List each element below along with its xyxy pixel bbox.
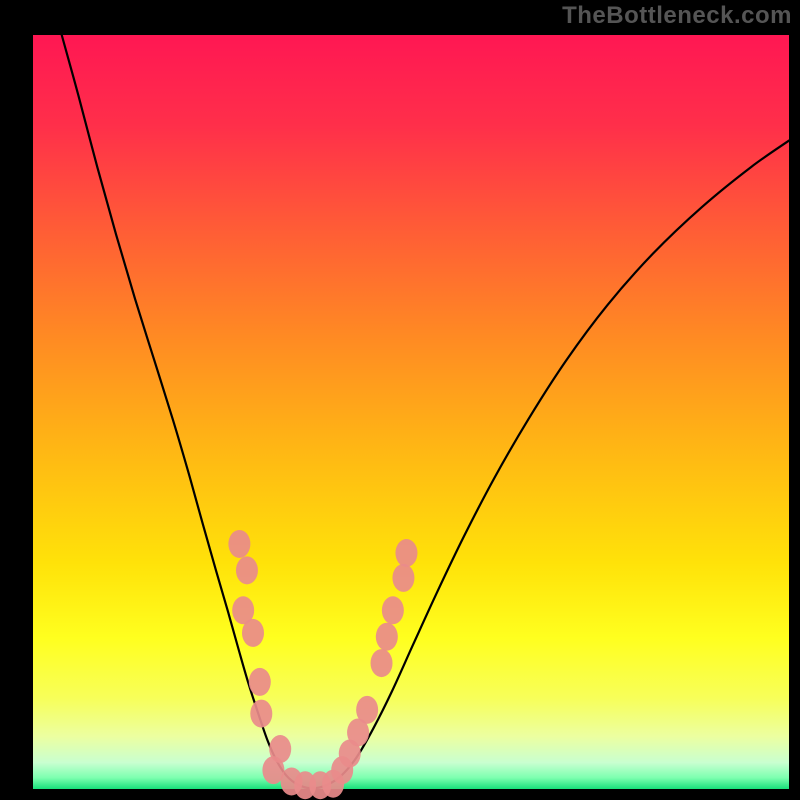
bottleneck-curve-chart <box>0 0 800 800</box>
data-marker <box>236 556 258 584</box>
data-marker <box>250 700 272 728</box>
watermark-text: TheBottleneck.com <box>562 2 792 30</box>
data-marker <box>249 668 271 696</box>
data-marker <box>376 623 398 651</box>
data-marker <box>382 596 404 624</box>
data-marker <box>392 564 414 592</box>
gradient-background <box>33 35 789 789</box>
data-marker <box>371 649 393 677</box>
data-marker <box>395 539 417 567</box>
data-marker <box>347 718 369 746</box>
chart-root: TheBottleneck.com <box>0 0 800 800</box>
data-marker <box>331 756 353 784</box>
data-marker <box>228 530 250 558</box>
data-marker <box>242 619 264 647</box>
